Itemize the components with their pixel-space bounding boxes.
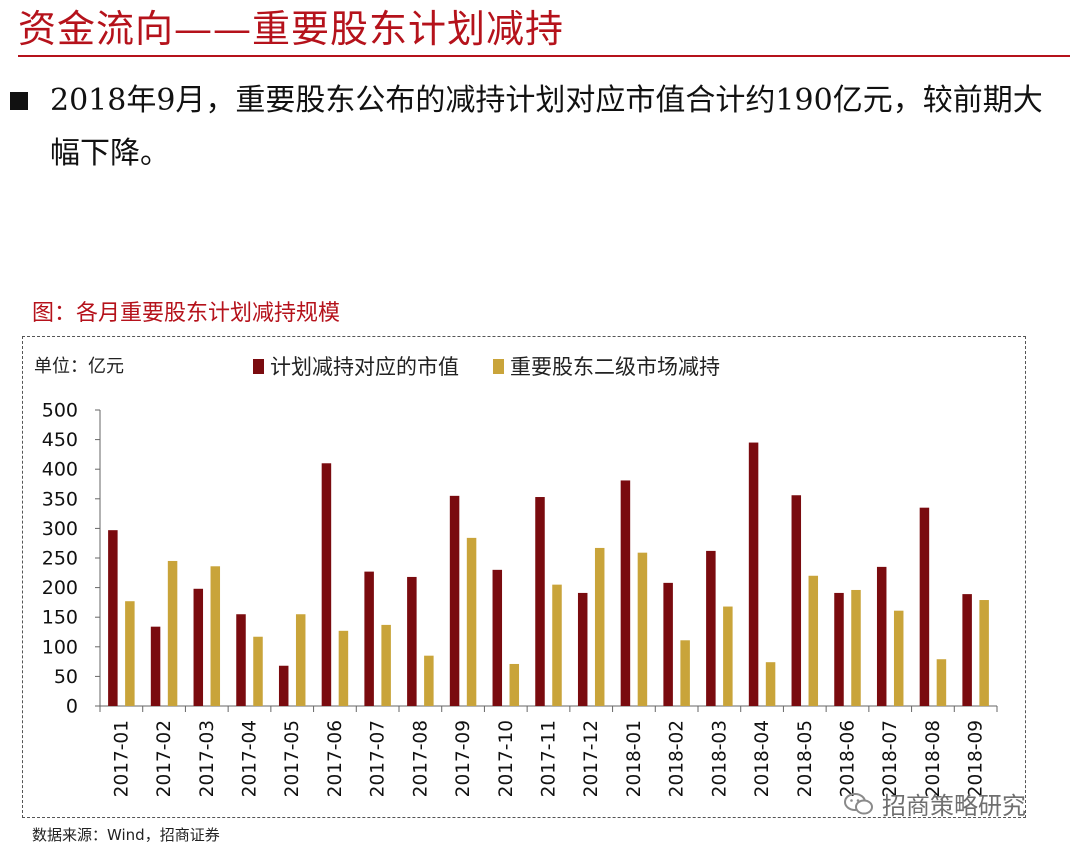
bar-series-2 [936,659,947,706]
x-tick-label: 2017-05 [282,720,303,797]
y-tick-label: 200 [42,577,78,599]
bar-series-1 [577,592,588,706]
bar-series-2 [851,589,861,706]
bar-series-1 [834,592,844,706]
x-tick-label: 2017-04 [240,720,261,797]
page-title: 资金流向——重要股东计划减持 [18,7,565,51]
bar-series-1 [919,507,930,706]
bar-series-1 [962,594,972,706]
wechat-icon [844,792,873,814]
bar-series-2 [125,601,135,706]
legend-swatch-series-1 [253,358,264,374]
bar-series-1 [663,582,673,706]
legend-item-series-1: 计划减持对应的市值 [253,351,459,381]
bar-series-2 [637,552,648,706]
bar-series-2 [210,566,221,706]
bar-series-2 [765,662,776,706]
title-divider [18,55,1070,57]
chart-legend: 计划减持对应的市值 重要股东二级市场减持 [253,350,754,382]
bar-series-2 [594,547,605,706]
figure-caption: 图：各月重要股东计划减持规模 [32,301,341,326]
bar-series-1 [278,665,289,706]
x-tick-label: 2018-02 [667,720,688,797]
bar-series-2 [808,575,819,706]
bar-series-1 [492,569,503,706]
bar-series-1 [407,576,417,706]
x-tick-label: 2017-10 [496,720,517,797]
x-tick-label: 2017-12 [581,720,602,797]
bar-series-1 [108,530,118,706]
watermark: 招商策略研究 [844,786,1026,821]
y-tick-label: 300 [42,518,78,540]
y-tick-label: 250 [42,548,78,570]
x-tick-label: 2018-09 [966,720,987,797]
x-tick-label: 2017-11 [539,720,560,797]
x-tick-label: 2017-02 [154,720,175,797]
bar-series-2 [167,560,178,706]
bar-series-1 [364,571,374,706]
bar-series-2 [424,655,434,706]
bar-series-1 [449,495,460,706]
x-tick-label: 2018-04 [752,720,773,797]
chart-frame [22,336,1026,818]
bar-series-1 [193,588,204,706]
bar-series-1 [876,566,887,706]
bar-series-2 [552,584,562,706]
bar-series-1 [748,442,759,706]
bullet-text: 2018年9月，重要股东公布的减持计划对应市值合计约190亿元，较前期大幅下降。 [50,83,1043,171]
x-tick-label: 2018-08 [923,720,944,797]
x-tick-label: 2018-05 [795,720,816,797]
y-tick-label: 500 [42,400,78,422]
y-tick-label: 450 [42,429,78,451]
bar-series-1 [150,626,161,706]
unit-label: 单位：亿元 [34,356,124,377]
bar-series-2 [338,630,349,706]
x-tick-label: 2018-07 [880,720,901,797]
legend-label-series-1: 计划减持对应的市值 [270,355,459,379]
bar-series-2 [253,636,263,706]
legend-item-series-2: 重要股东二级市场减持 [493,351,720,381]
y-tick-label: 50 [54,666,78,688]
x-tick-label: 2017-06 [325,720,346,797]
bullet-square-icon [10,92,28,110]
y-tick-label: 150 [42,607,78,629]
x-tick-label: 2017-03 [197,720,218,797]
x-tick-label: 2017-01 [111,720,132,797]
bar-series-1 [706,550,716,706]
y-tick-label: 100 [42,636,78,658]
x-tick-label: 2017-08 [410,720,431,797]
bar-series-1 [535,497,545,706]
y-tick-label: 0 [66,696,78,718]
bar-series-2 [295,614,306,706]
bar-series-1 [236,614,246,706]
x-tick-label: 2017-07 [368,720,389,797]
x-tick-label: 2018-01 [624,720,645,797]
x-tick-label: 2017-09 [453,720,474,797]
bar-series-2 [466,537,477,706]
source-note: 数据来源：Wind，招商证券 [32,826,220,844]
y-tick-label: 400 [42,459,78,481]
watermark-text: 招商策略研究 [882,792,1026,820]
x-tick-label: 2018-06 [838,720,859,797]
bar-series-2 [381,624,391,706]
y-tick-label: 350 [42,488,78,510]
bar-series-2 [893,610,904,706]
bar-series-2 [680,640,690,706]
bar-series-1 [791,495,802,706]
bar-series-2 [723,606,733,706]
bar-series-2 [979,600,989,706]
legend-swatch-series-2 [493,358,504,374]
legend-label-series-2: 重要股东二级市场减持 [510,355,720,379]
x-tick-label: 2018-03 [709,720,730,797]
bar-series-1 [321,463,332,706]
bar-series-2 [509,663,520,706]
bar-series-1 [620,480,631,706]
